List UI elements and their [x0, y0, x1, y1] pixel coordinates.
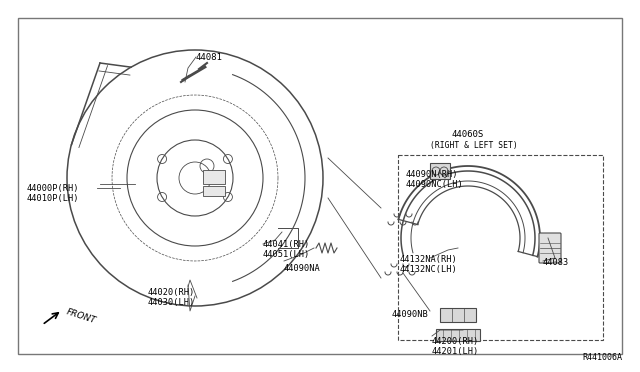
Text: 44132NC(LH): 44132NC(LH) — [400, 265, 458, 274]
Text: 44083: 44083 — [543, 258, 569, 267]
Text: 44010P(LH): 44010P(LH) — [27, 194, 79, 203]
Text: 44132NA(RH): 44132NA(RH) — [400, 255, 458, 264]
Text: 44200(RH): 44200(RH) — [432, 337, 479, 346]
Bar — [203, 170, 225, 184]
Text: 44041(RH): 44041(RH) — [263, 240, 310, 249]
Text: FRONT: FRONT — [65, 307, 97, 325]
FancyBboxPatch shape — [539, 233, 561, 263]
Text: 44090NB: 44090NB — [392, 310, 429, 319]
Text: R441006A: R441006A — [582, 353, 622, 362]
Text: 44090N(RH): 44090N(RH) — [406, 170, 458, 179]
Bar — [440, 308, 476, 322]
Bar — [436, 329, 480, 341]
Text: 44201(LH): 44201(LH) — [432, 347, 479, 356]
Text: 44081: 44081 — [196, 53, 223, 62]
Bar — [430, 163, 450, 179]
Text: 44030(LH): 44030(LH) — [148, 298, 195, 307]
Text: 44020(RH): 44020(RH) — [148, 288, 195, 297]
Text: 44000P(RH): 44000P(RH) — [27, 184, 79, 193]
Text: 44090NA: 44090NA — [284, 264, 321, 273]
Bar — [398, 155, 603, 340]
Text: 44090NC(LH): 44090NC(LH) — [406, 180, 464, 189]
Bar — [203, 186, 225, 196]
Text: (RIGHT & LEFT SET): (RIGHT & LEFT SET) — [430, 141, 518, 150]
Text: 44060S: 44060S — [452, 130, 484, 139]
Text: 44051(LH): 44051(LH) — [263, 250, 310, 259]
